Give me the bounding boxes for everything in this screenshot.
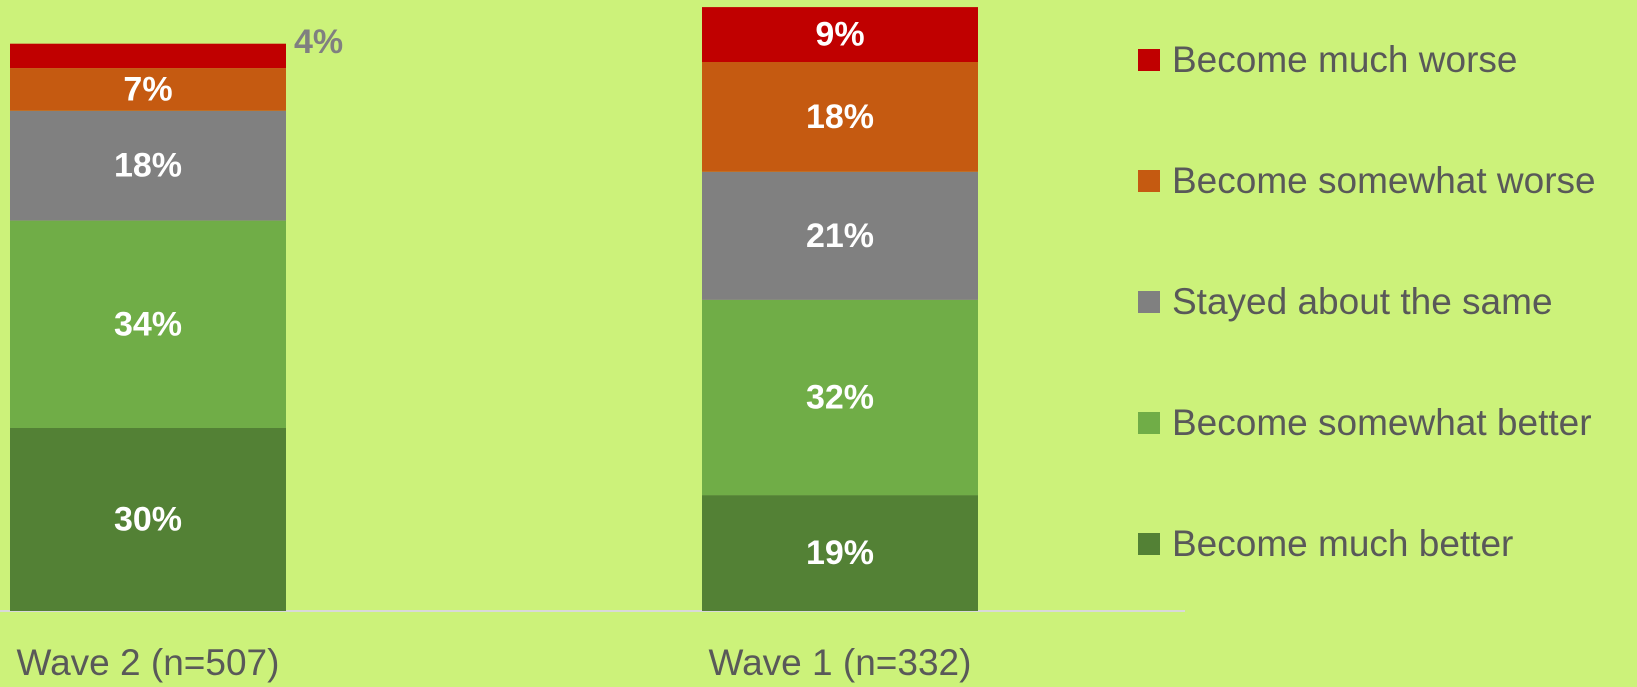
data-label: 21% xyxy=(806,217,874,255)
bar-segment xyxy=(702,495,978,611)
data-label: 4% xyxy=(294,23,343,61)
bar-segment xyxy=(702,299,978,496)
data-label: 7% xyxy=(123,70,172,108)
data-label: 9% xyxy=(815,16,864,54)
data-label: 18% xyxy=(114,147,182,185)
bar-segment xyxy=(10,43,286,69)
bar-segment xyxy=(10,220,286,428)
legend-label: Become much better xyxy=(1172,523,1513,564)
legend-swatch xyxy=(1138,170,1160,192)
legend-label: Become much worse xyxy=(1172,39,1517,80)
x-tick-label: Wave 2 (n=507) xyxy=(17,642,280,683)
data-label: 34% xyxy=(114,305,182,343)
x-tick-label: Wave 1 (n=332) xyxy=(709,642,972,683)
bar-segment xyxy=(10,68,286,111)
bar-segment xyxy=(702,7,978,63)
bar-segment xyxy=(702,62,978,172)
bar-segment xyxy=(702,171,978,300)
legend-swatch xyxy=(1138,49,1160,71)
legend-label: Stayed about the same xyxy=(1172,281,1553,322)
legend-swatch xyxy=(1138,291,1160,313)
data-label: 19% xyxy=(806,534,874,572)
legend-swatch xyxy=(1138,412,1160,434)
legend-swatch xyxy=(1138,533,1160,555)
data-label: 18% xyxy=(806,98,874,136)
bar-segment xyxy=(10,428,286,611)
bar-segment xyxy=(10,110,286,221)
data-label: 32% xyxy=(806,378,874,416)
legend-label: Become somewhat better xyxy=(1172,402,1592,443)
data-label: 30% xyxy=(114,500,182,538)
legend-label: Become somewhat worse xyxy=(1172,160,1596,201)
